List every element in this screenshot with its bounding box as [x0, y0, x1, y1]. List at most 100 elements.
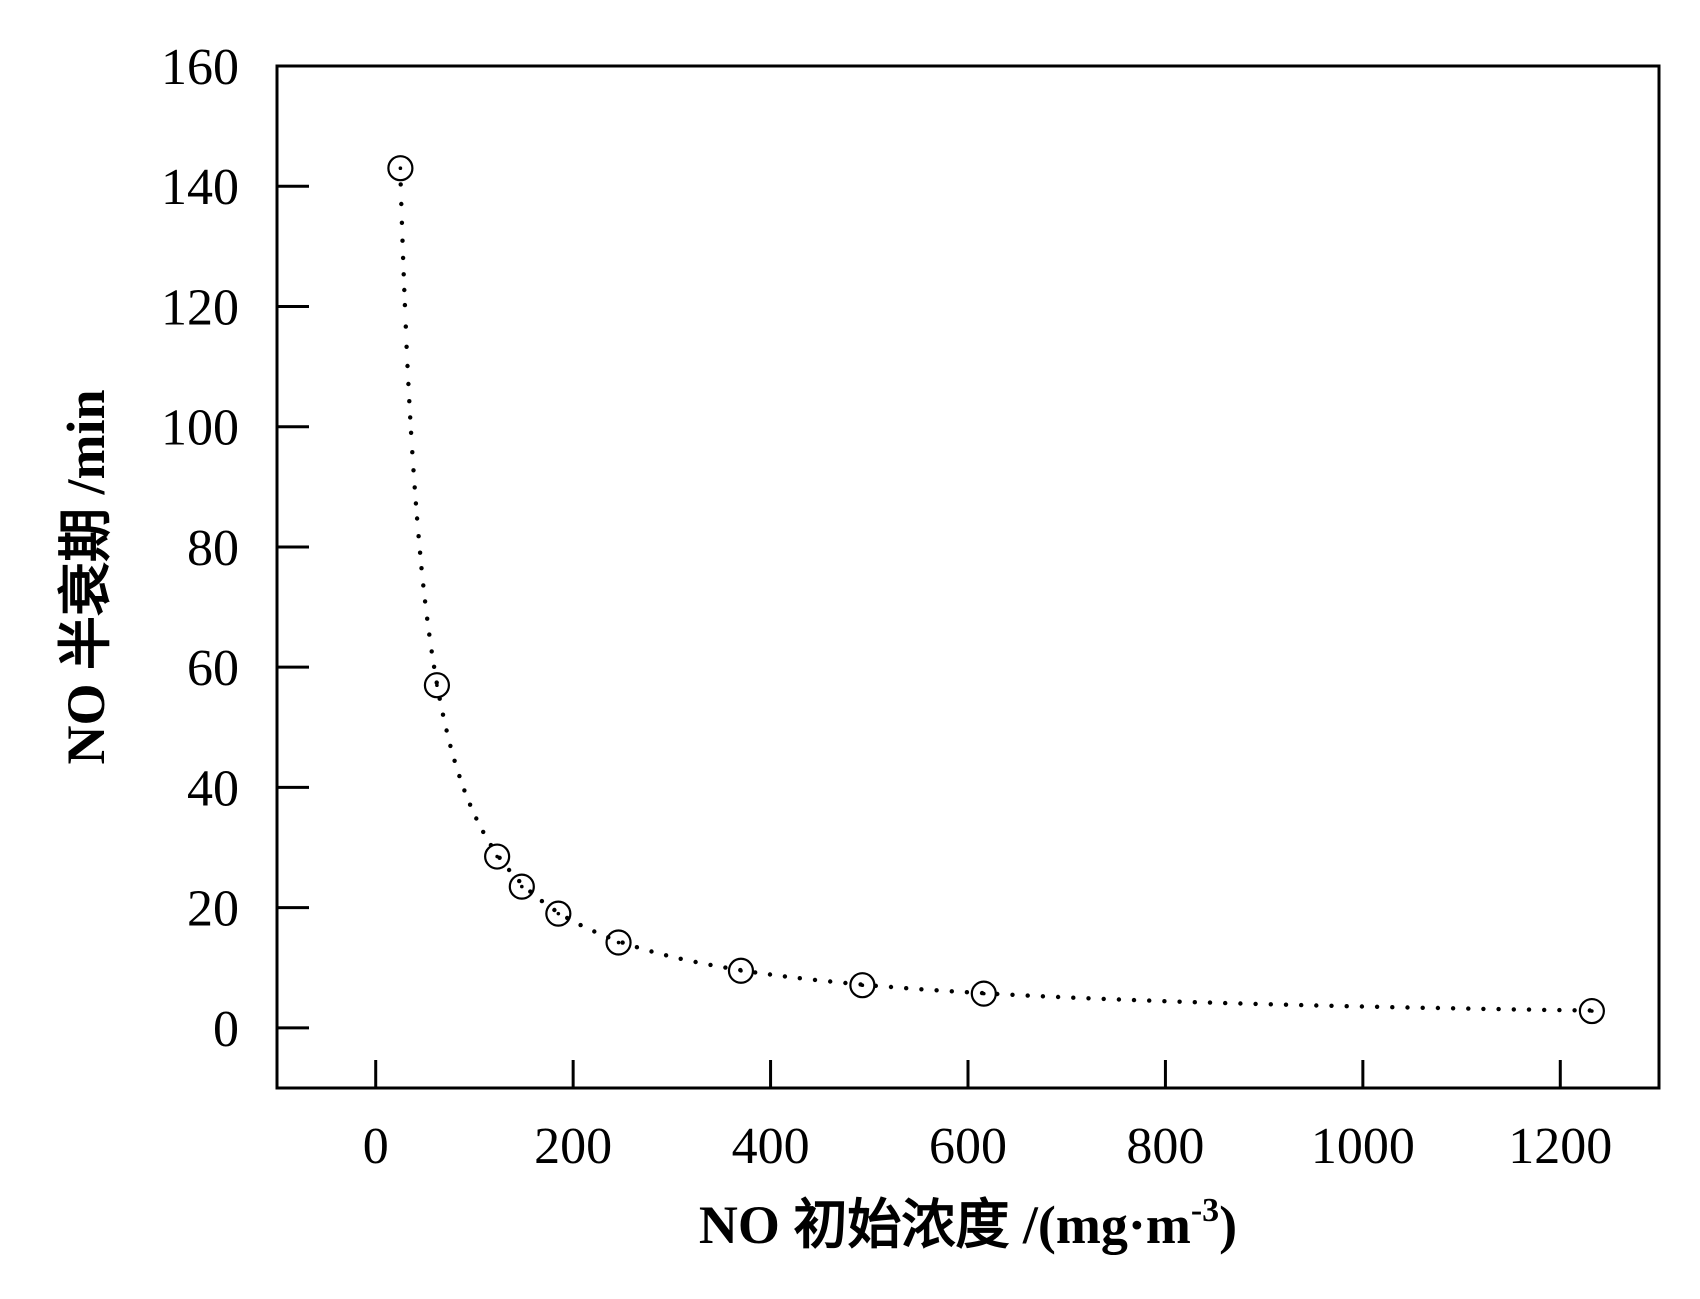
- fit-dot-18: [413, 501, 419, 506]
- fit-dot-93: [1253, 1001, 1258, 1007]
- fit-dot-112: [1542, 1007, 1547, 1013]
- fit-dot-108: [1481, 1006, 1486, 1012]
- fit-dot-66: [843, 980, 848, 986]
- data-point-center-5: [616, 940, 621, 945]
- data-point-7: [849, 972, 876, 999]
- fit-dot-71: [919, 987, 924, 992]
- fit-dot-73: [949, 989, 954, 994]
- x-axis-title-main: NO 初始浓度 /(mg·m: [699, 1195, 1191, 1255]
- fit-dot-78: [1025, 993, 1030, 998]
- fit-dot-45: [539, 898, 545, 904]
- y-tick-label-2: 40: [187, 760, 239, 817]
- fit-dot-49: [592, 929, 597, 934]
- fit-dot-6: [402, 287, 407, 293]
- y-tick-label-1: 20: [187, 881, 239, 938]
- fit-dot-23: [421, 583, 426, 588]
- fit-dot-69: [888, 984, 894, 990]
- data-point-center-8: [981, 991, 986, 996]
- fit-dot-111: [1526, 1007, 1532, 1012]
- data-point-center-7: [860, 983, 865, 987]
- data-point-5: [605, 929, 632, 956]
- fit-dot-74: [964, 990, 970, 995]
- fit-dot-25: [425, 616, 430, 621]
- plot-frame: [275, 64, 1661, 1090]
- fit-dot-26: [427, 632, 432, 637]
- fit-dot-106: [1450, 1006, 1456, 1011]
- fit-dot-14: [408, 430, 414, 435]
- fit-dot-84: [1116, 997, 1122, 1002]
- fit-dot-16: [411, 468, 416, 473]
- x-tick-label-3: 600: [929, 1118, 1007, 1175]
- fit-dot-55: [678, 956, 683, 961]
- data-point-1: [423, 672, 451, 699]
- fit-dot-28: [431, 664, 437, 669]
- data-point-center-0: [398, 166, 403, 170]
- fit-dot-77: [1010, 992, 1015, 997]
- data-point-center-6: [739, 968, 743, 973]
- fit-dot-12: [407, 399, 412, 404]
- data-point-0: [387, 155, 414, 182]
- x-tick-label-0: 0: [363, 1118, 389, 1175]
- y-tick-label-7: 140: [161, 159, 239, 216]
- y-tick-label-0: 0: [213, 1001, 239, 1058]
- fit-dot-113: [1557, 1007, 1562, 1013]
- fit-dot-107: [1466, 1006, 1471, 1011]
- fit-dot-10: [405, 363, 410, 369]
- fit-dot-13: [408, 415, 413, 420]
- data-point-3: [508, 873, 535, 900]
- data-point-9: [1578, 997, 1605, 1025]
- fit-dot-2: [399, 220, 405, 225]
- fit-dot-31: [440, 712, 446, 717]
- fit-dot-53: [649, 949, 654, 954]
- fit-dot-86: [1147, 998, 1152, 1003]
- fit-dot-20: [416, 534, 421, 539]
- fit-dot-72: [934, 988, 939, 993]
- fit-dot-43: [517, 878, 522, 884]
- x-tick-label-5: 1000: [1311, 1118, 1415, 1175]
- fit-dot-22: [419, 566, 424, 571]
- fit-dot-98: [1329, 1003, 1334, 1008]
- data-point-center-1: [435, 683, 439, 688]
- fit-dot-42: [506, 867, 512, 873]
- fit-dot-88: [1177, 999, 1182, 1004]
- data-point-2: [484, 843, 511, 870]
- x-tick-label-4: 800: [1126, 1118, 1204, 1175]
- fit-dot-114: [1572, 1008, 1577, 1013]
- fit-dot-32: [444, 728, 449, 733]
- fit-dot-90: [1207, 1000, 1213, 1005]
- data-points: [387, 155, 1605, 1025]
- fit-dot-95: [1283, 1002, 1289, 1007]
- y-tick-label-5: 100: [161, 400, 239, 457]
- fit-dot-87: [1162, 999, 1167, 1004]
- x-tick-label-2: 400: [732, 1118, 810, 1175]
- fit-dot-92: [1238, 1001, 1243, 1006]
- fit-dot-105: [1435, 1005, 1441, 1011]
- fit-dot-4: [400, 255, 406, 261]
- x-axis-title: NO 初始浓度 /(mg·m-3): [699, 1192, 1237, 1255]
- x-axis-title-tail: ): [1219, 1195, 1237, 1255]
- y-axis-title: NO 半衰期 /min: [56, 389, 116, 764]
- fit-dot-27: [429, 649, 434, 654]
- fit-dot-85: [1131, 997, 1137, 1003]
- fit-dot-33: [448, 743, 453, 749]
- fit-dot-58: [723, 965, 728, 970]
- fit-dot-35: [457, 773, 462, 779]
- fit-dot-34: [452, 758, 457, 763]
- fit-dot-36: [462, 788, 467, 793]
- fit-dot-81: [1071, 995, 1076, 1000]
- fit-dot-65: [828, 979, 833, 984]
- fit-dot-0: [398, 182, 403, 187]
- fit-dot-48: [578, 922, 583, 928]
- y-tick-label-3: 60: [187, 640, 239, 697]
- tick-labels: 0 200 400 600 800 1000 1200 0 20 40 60 80 100 120 140 1…: [161, 39, 1612, 1175]
- fit-dot-54: [663, 953, 669, 958]
- y-tick-label-4: 80: [187, 520, 239, 577]
- fit-dot-100: [1359, 1004, 1365, 1009]
- fit-dot-96: [1299, 1002, 1304, 1008]
- data-point-center-4: [556, 911, 561, 916]
- data-point-6: [727, 957, 755, 984]
- fit-dot-61: [767, 972, 773, 977]
- fit-dot-82: [1086, 996, 1091, 1001]
- fit-dot-1: [399, 201, 404, 207]
- fit-dot-39: [481, 829, 486, 835]
